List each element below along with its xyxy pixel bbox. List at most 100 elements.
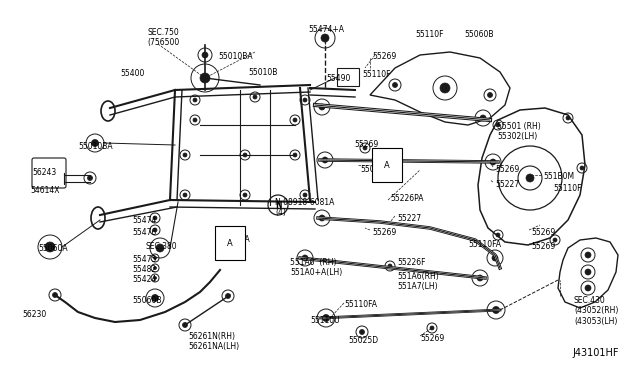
Circle shape xyxy=(88,176,93,180)
Text: 55269: 55269 xyxy=(372,52,396,61)
Circle shape xyxy=(323,314,330,321)
Text: 55030BA: 55030BA xyxy=(215,235,250,244)
Circle shape xyxy=(154,257,157,260)
Circle shape xyxy=(154,266,157,269)
Text: 55269: 55269 xyxy=(420,334,444,343)
Circle shape xyxy=(193,118,197,122)
Circle shape xyxy=(388,264,392,268)
Text: SEC.430
(43052(RH)
(43053(LH): SEC.430 (43052(RH) (43053(LH) xyxy=(574,296,618,326)
Circle shape xyxy=(496,233,500,237)
Circle shape xyxy=(52,292,58,298)
Text: N: N xyxy=(275,201,281,209)
Text: 55476: 55476 xyxy=(132,228,156,237)
Text: 55010BA: 55010BA xyxy=(78,142,113,151)
Circle shape xyxy=(200,73,210,83)
Text: 55501 (RH)
55302(LH): 55501 (RH) 55302(LH) xyxy=(497,122,541,141)
Text: 55269: 55269 xyxy=(531,242,556,251)
Circle shape xyxy=(153,216,157,220)
Circle shape xyxy=(492,255,498,261)
Text: 55226F: 55226F xyxy=(397,258,426,267)
Circle shape xyxy=(477,275,483,281)
Circle shape xyxy=(496,123,500,127)
Text: 55110U: 55110U xyxy=(310,316,340,325)
Circle shape xyxy=(154,276,157,279)
Circle shape xyxy=(585,285,591,291)
Text: N 08918-6081A
(4): N 08918-6081A (4) xyxy=(275,198,334,217)
Text: 55269: 55269 xyxy=(531,228,556,237)
Circle shape xyxy=(580,166,584,170)
Circle shape xyxy=(253,95,257,99)
Circle shape xyxy=(322,157,328,163)
Text: 55227: 55227 xyxy=(495,180,519,189)
Circle shape xyxy=(566,116,570,120)
Text: 55227: 55227 xyxy=(397,214,421,223)
Circle shape xyxy=(202,52,208,58)
Circle shape xyxy=(360,330,365,334)
Circle shape xyxy=(152,295,159,301)
Text: 55110F: 55110F xyxy=(415,30,444,39)
Text: 55110F: 55110F xyxy=(362,70,390,79)
Text: 55110FA: 55110FA xyxy=(468,240,501,249)
Text: 55475: 55475 xyxy=(132,255,156,264)
Circle shape xyxy=(488,93,493,97)
Text: 551A6(RH)
551A7(LH): 551A6(RH) 551A7(LH) xyxy=(397,272,439,291)
Text: 55060A: 55060A xyxy=(38,244,68,253)
Text: 55045E: 55045E xyxy=(360,165,389,174)
Text: 55474+A: 55474+A xyxy=(308,25,344,34)
Circle shape xyxy=(45,242,55,252)
Circle shape xyxy=(319,104,325,110)
Text: 55269: 55269 xyxy=(372,228,396,237)
Text: SEC.380: SEC.380 xyxy=(145,242,177,251)
Circle shape xyxy=(430,326,434,330)
Circle shape xyxy=(153,228,157,232)
Text: 54614X: 54614X xyxy=(30,186,60,195)
Circle shape xyxy=(303,193,307,197)
Circle shape xyxy=(392,83,397,87)
Text: 55060B: 55060B xyxy=(132,296,161,305)
Circle shape xyxy=(156,244,164,252)
Circle shape xyxy=(585,252,591,258)
Circle shape xyxy=(440,83,450,93)
Text: 55010B: 55010B xyxy=(248,68,277,77)
Circle shape xyxy=(182,323,188,327)
Text: 55269: 55269 xyxy=(354,140,378,149)
Text: 55060B: 55060B xyxy=(464,30,493,39)
Text: 55110FA: 55110FA xyxy=(344,300,377,309)
Circle shape xyxy=(493,307,499,314)
Text: A: A xyxy=(384,160,390,170)
Text: A: A xyxy=(227,238,233,247)
Circle shape xyxy=(302,255,308,261)
Circle shape xyxy=(303,98,307,102)
Circle shape xyxy=(243,153,247,157)
Text: 55110F: 55110F xyxy=(553,184,582,193)
Text: 55010BA: 55010BA xyxy=(218,52,253,61)
Text: 551B0M: 551B0M xyxy=(543,172,574,181)
Text: J43101HF: J43101HF xyxy=(572,348,618,358)
Text: 56230: 56230 xyxy=(22,310,46,319)
Circle shape xyxy=(243,193,247,197)
Circle shape xyxy=(480,115,486,121)
Circle shape xyxy=(183,153,187,157)
Text: 56261N(RH)
56261NA(LH): 56261N(RH) 56261NA(LH) xyxy=(188,332,239,352)
Circle shape xyxy=(92,140,99,147)
Circle shape xyxy=(293,118,297,122)
Circle shape xyxy=(526,174,534,182)
Circle shape xyxy=(321,34,329,42)
Text: 55025D: 55025D xyxy=(348,336,378,345)
Circle shape xyxy=(585,269,591,275)
Text: 56243: 56243 xyxy=(32,168,56,177)
Text: 551A0  (RH)
551A0+A(LH): 551A0 (RH) 551A0+A(LH) xyxy=(290,258,342,278)
Circle shape xyxy=(293,153,297,157)
Circle shape xyxy=(490,159,496,165)
Text: 55400: 55400 xyxy=(120,69,145,78)
Circle shape xyxy=(183,193,187,197)
Text: 55490: 55490 xyxy=(326,74,350,83)
Circle shape xyxy=(193,98,197,102)
Circle shape xyxy=(553,238,557,242)
Circle shape xyxy=(225,294,230,298)
Text: 55269: 55269 xyxy=(495,165,519,174)
Bar xyxy=(337,68,359,86)
Circle shape xyxy=(319,215,325,221)
Text: SEC.750
(756500: SEC.750 (756500 xyxy=(147,28,179,47)
Text: 55474: 55474 xyxy=(132,216,156,225)
